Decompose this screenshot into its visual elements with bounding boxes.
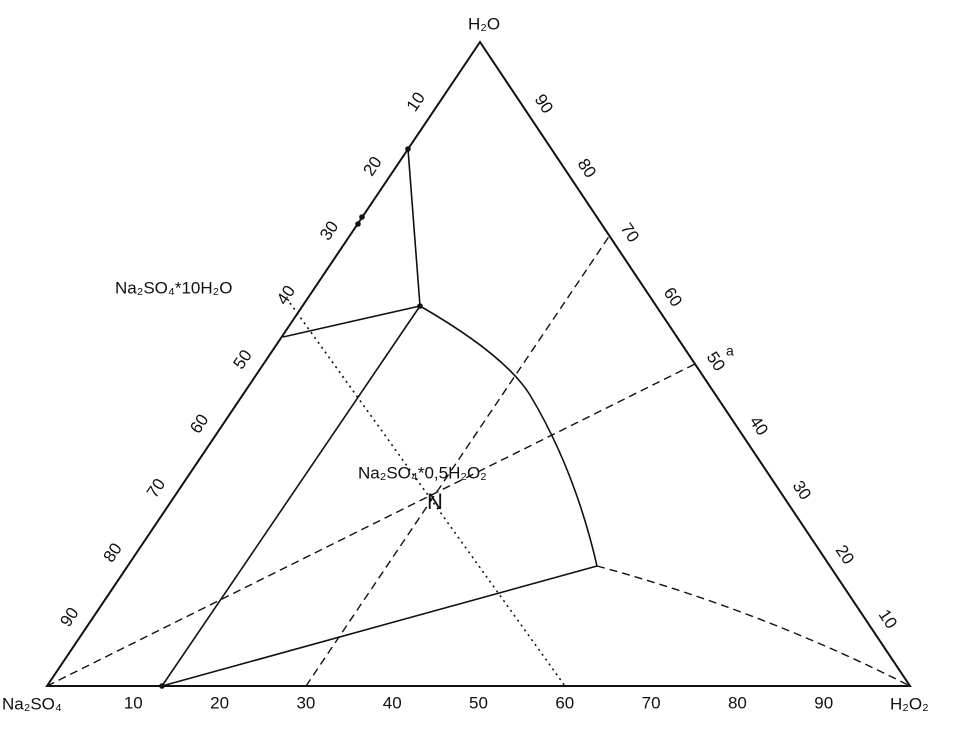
boundary — [161, 565, 598, 687]
tick-label: 80 — [100, 539, 126, 565]
point — [359, 214, 365, 220]
tick-label: 90 — [56, 604, 82, 630]
tick-label: 10 — [124, 693, 143, 712]
tick-label: 10 — [403, 89, 429, 115]
boundary — [161, 305, 421, 687]
tick-label: 40 — [746, 413, 772, 439]
ray — [46, 363, 696, 687]
vertex-label: H₂O — [468, 14, 500, 33]
boundary — [419, 305, 598, 567]
point-label: a — [726, 343, 734, 359]
point — [417, 303, 423, 309]
tick-label: 70 — [617, 219, 643, 245]
tick-label: 30 — [316, 217, 342, 243]
vertex-label: H₂O₂ — [890, 694, 929, 713]
points — [159, 146, 423, 689]
tick-label: 10 — [875, 606, 901, 632]
point — [405, 146, 411, 152]
tick-label: 40 — [273, 282, 299, 308]
point — [159, 683, 165, 689]
tick-label: 20 — [832, 541, 858, 567]
tick-label: 20 — [359, 153, 385, 179]
boundary-dashed — [596, 565, 911, 687]
ray — [305, 234, 611, 687]
phase-label: Na₂SO₄*10H₂O — [115, 278, 232, 297]
tick-label: 90 — [531, 91, 557, 117]
tick-label: 70 — [143, 475, 169, 501]
point-label: N — [427, 489, 443, 514]
boundary — [282, 305, 421, 338]
point — [355, 221, 361, 227]
tick-label: 20 — [210, 693, 229, 712]
vertex-label: Na₂SO₄ — [2, 694, 62, 713]
tick-label: 90 — [814, 693, 833, 712]
phase-label: Na₂SO₄*0,5H₂O₂ — [358, 463, 487, 482]
tick-label: 50 — [469, 693, 488, 712]
triangle — [45, 40, 912, 687]
tick-label: 60 — [555, 693, 574, 712]
tick-label: 50 — [229, 346, 255, 372]
tick-label: 30 — [789, 477, 815, 503]
tick-label: 80 — [574, 155, 600, 181]
ray-dotted — [289, 302, 566, 687]
tick-label: 30 — [296, 693, 315, 712]
tick-label: 80 — [728, 693, 747, 712]
tick-label: 60 — [186, 411, 212, 437]
tick-label: 40 — [383, 693, 402, 712]
tick-label: 70 — [642, 693, 661, 712]
boundary — [407, 148, 421, 307]
tick-label: 60 — [660, 284, 686, 310]
